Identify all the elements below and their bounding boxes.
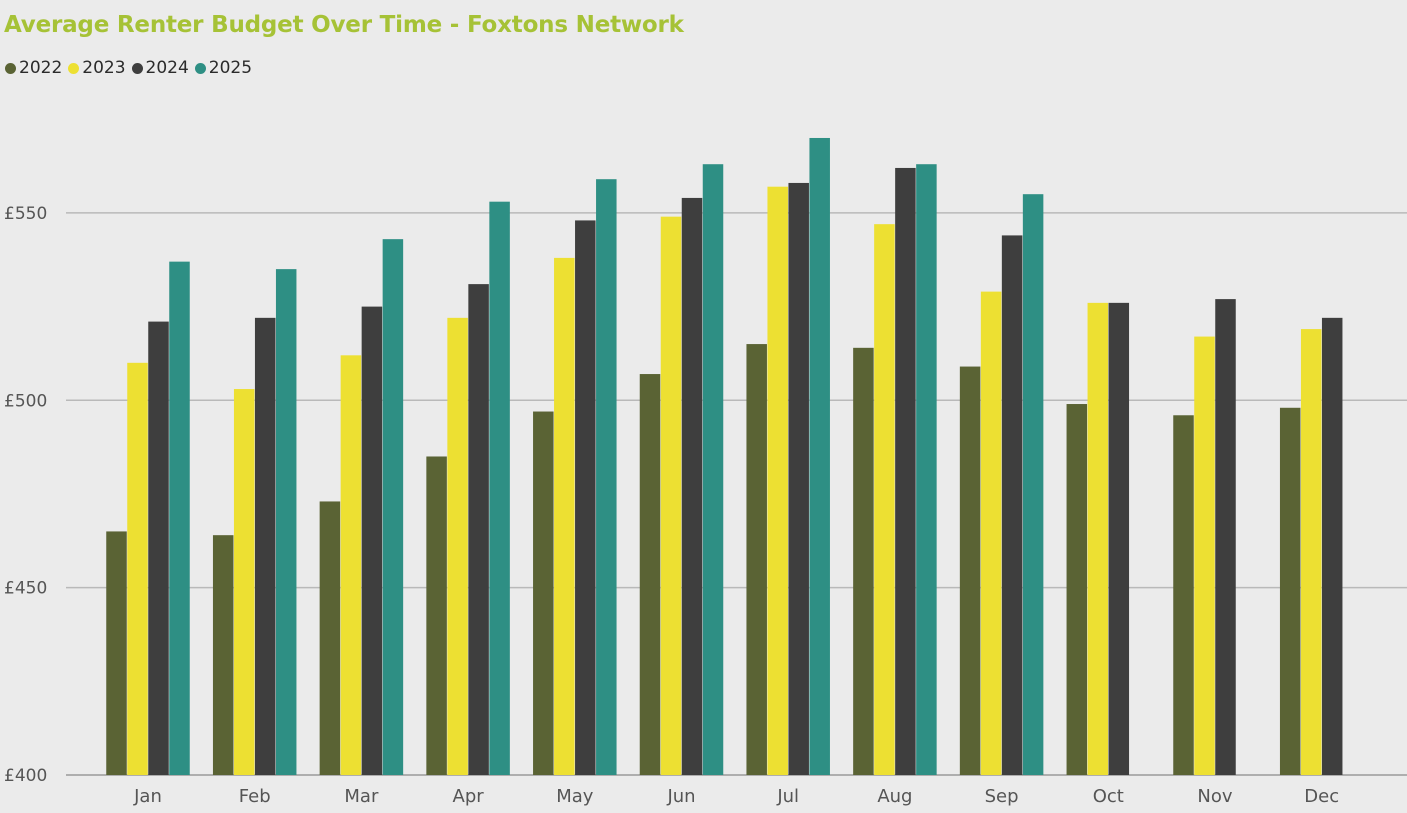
chart-title: Average Renter Budget Over Time - Foxton… bbox=[4, 12, 684, 38]
bar-dec-2022 bbox=[1279, 407, 1301, 775]
bar-oct-2024 bbox=[1108, 302, 1130, 775]
x-tick-label: Jul bbox=[776, 786, 799, 807]
bar-feb-2024 bbox=[254, 317, 276, 775]
legend-marker-2024 bbox=[131, 62, 143, 74]
bar-oct-2023 bbox=[1087, 302, 1109, 775]
bar-mar-2023 bbox=[340, 355, 362, 775]
bar-nov-2023 bbox=[1194, 336, 1215, 775]
x-tick-label: Dec bbox=[1304, 786, 1339, 807]
bar-jul-2023 bbox=[767, 186, 788, 775]
bar-jun-2022 bbox=[639, 374, 661, 775]
x-tick-label: Aug bbox=[877, 786, 912, 807]
bar-nov-2024 bbox=[1215, 299, 1236, 775]
bar-apr-2022 bbox=[426, 456, 447, 775]
bar-aug-2023 bbox=[874, 224, 895, 776]
bar-dec-2023 bbox=[1300, 329, 1322, 775]
bar-jul-2024 bbox=[788, 182, 809, 775]
legend-marker-2025 bbox=[194, 62, 206, 74]
bar-jan-2024 bbox=[148, 321, 169, 775]
legend-item-2025: 2025 bbox=[194, 58, 253, 78]
bar-feb-2025 bbox=[275, 269, 297, 775]
y-tick-label: £450 bbox=[4, 579, 47, 599]
x-tick-label: Oct bbox=[1093, 786, 1124, 807]
bar-mar-2024 bbox=[361, 306, 383, 775]
bar-may-2022 bbox=[533, 411, 554, 775]
x-tick-label: Feb bbox=[239, 786, 271, 807]
bar-jan-2025 bbox=[169, 261, 190, 775]
bar-mar-2025 bbox=[382, 239, 404, 776]
bar-oct-2022 bbox=[1066, 404, 1088, 775]
legend-marker-2023 bbox=[68, 62, 80, 74]
bar-jan-2023 bbox=[127, 362, 148, 775]
x-tick-label: Jun bbox=[666, 786, 695, 807]
bar-jun-2023 bbox=[660, 216, 682, 776]
y-tick-label: £400 bbox=[4, 766, 47, 786]
legend: 2022 2023 2024 2025 bbox=[5, 58, 252, 78]
bar-aug-2025 bbox=[916, 164, 937, 775]
bar-jun-2025 bbox=[702, 164, 724, 775]
bar-jul-2025 bbox=[809, 137, 830, 775]
bar-jan-2022 bbox=[106, 531, 127, 775]
bar-dec-2024 bbox=[1321, 317, 1343, 775]
bar-sep-2025 bbox=[1022, 194, 1044, 775]
bar-jun-2024 bbox=[681, 197, 703, 775]
bar-sep-2024 bbox=[1001, 235, 1023, 776]
legend-label-2022: 2022 bbox=[19, 58, 63, 78]
x-tick-label: Apr bbox=[453, 786, 485, 807]
x-tick-label: Mar bbox=[344, 786, 379, 807]
bar-feb-2022 bbox=[212, 535, 234, 775]
x-tick-label: Nov bbox=[1197, 786, 1232, 807]
x-tick-label: Sep bbox=[985, 786, 1019, 807]
legend-label-2024: 2024 bbox=[145, 58, 189, 78]
y-tick-label: £500 bbox=[4, 391, 47, 411]
bar-apr-2025 bbox=[489, 201, 510, 775]
bar-apr-2024 bbox=[468, 284, 489, 775]
bar-feb-2023 bbox=[233, 389, 255, 775]
bar-sep-2022 bbox=[959, 366, 981, 775]
legend-marker-2022 bbox=[5, 62, 16, 74]
bar-sep-2023 bbox=[980, 291, 1002, 775]
bar-apr-2023 bbox=[447, 317, 468, 775]
legend-label-2025: 2025 bbox=[208, 58, 253, 78]
bar-may-2025 bbox=[596, 179, 617, 775]
x-tick-label: Jan bbox=[133, 786, 162, 807]
x-tick-label: May bbox=[556, 786, 594, 807]
bar-may-2024 bbox=[575, 220, 596, 776]
bar-may-2023 bbox=[554, 257, 575, 775]
bar-mar-2022 bbox=[319, 501, 341, 775]
bar-nov-2022 bbox=[1173, 415, 1194, 775]
legend-item-2022: 2022 bbox=[5, 58, 62, 78]
bar-aug-2024 bbox=[895, 167, 916, 775]
legend-item-2023: 2023 bbox=[68, 58, 126, 78]
bar-aug-2022 bbox=[853, 347, 874, 775]
bar-jul-2022 bbox=[746, 344, 767, 775]
legend-item-2024: 2024 bbox=[131, 58, 189, 78]
y-tick-label: £550 bbox=[4, 204, 47, 224]
legend-label-2023: 2023 bbox=[82, 58, 126, 78]
